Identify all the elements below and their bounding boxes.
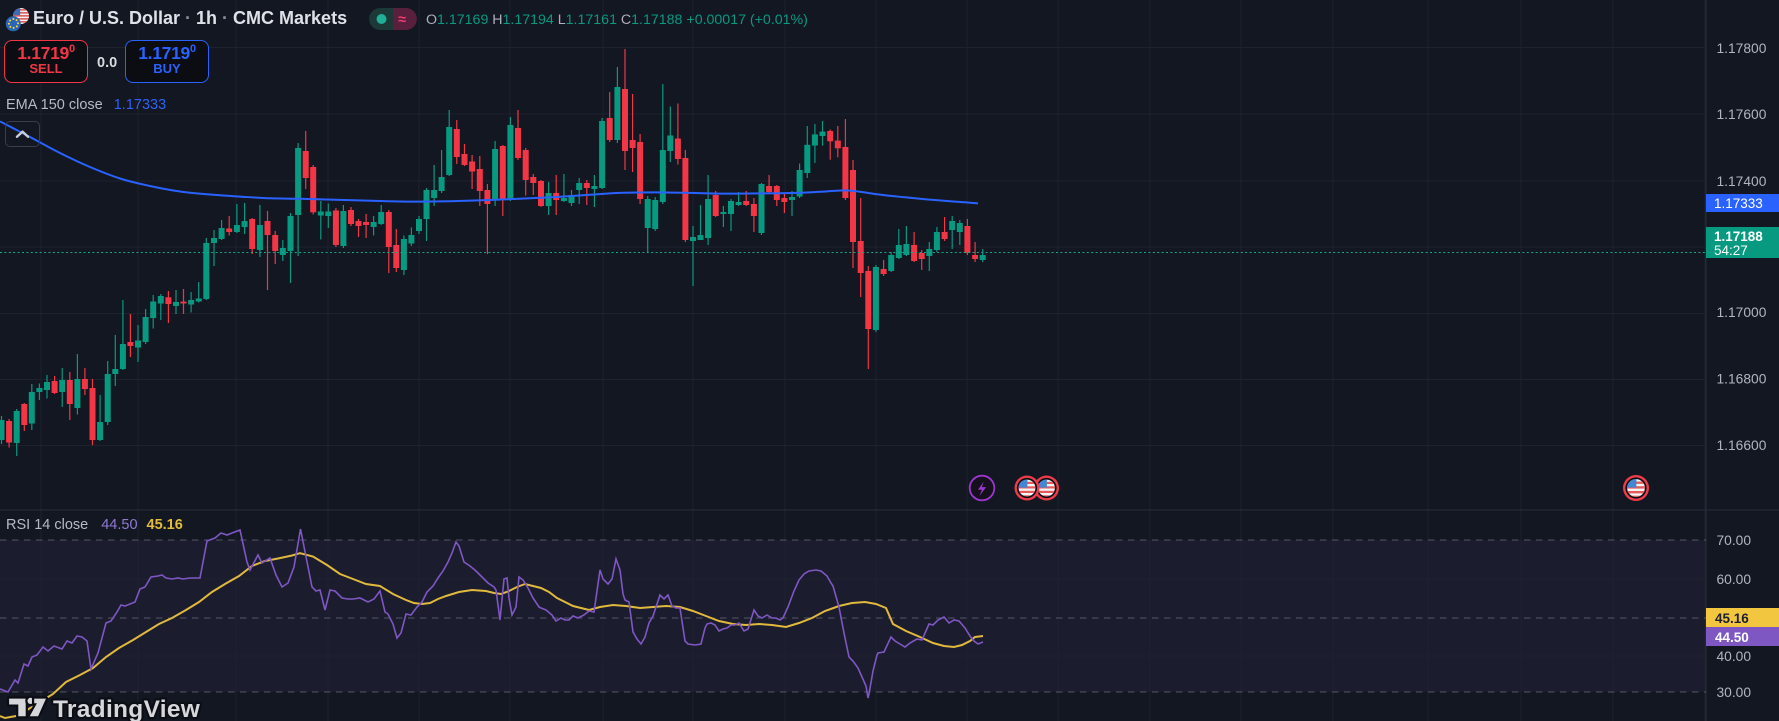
svg-text:40.00: 40.00 xyxy=(1717,649,1752,664)
svg-text:1.17333: 1.17333 xyxy=(1714,196,1763,211)
svg-text:1.17400: 1.17400 xyxy=(1717,174,1767,189)
svg-text:1.16600: 1.16600 xyxy=(1717,438,1767,453)
svg-text:70.00: 70.00 xyxy=(1717,533,1752,548)
svg-text:44.50: 44.50 xyxy=(1715,630,1749,645)
svg-text:1.17600: 1.17600 xyxy=(1717,107,1767,122)
svg-text:60.00: 60.00 xyxy=(1717,572,1752,587)
svg-text:54:27: 54:27 xyxy=(1714,243,1748,258)
svg-text:45.16: 45.16 xyxy=(1715,611,1749,626)
svg-text:TradingView: TradingView xyxy=(53,696,201,721)
svg-text:≈: ≈ xyxy=(398,12,406,28)
svg-text:1.17800: 1.17800 xyxy=(1717,41,1767,56)
svg-text:1.17188: 1.17188 xyxy=(1714,229,1763,244)
svg-text:1.16800: 1.16800 xyxy=(1717,372,1767,387)
svg-text:1.17000: 1.17000 xyxy=(1717,305,1767,320)
svg-text:30.00: 30.00 xyxy=(1717,685,1752,700)
